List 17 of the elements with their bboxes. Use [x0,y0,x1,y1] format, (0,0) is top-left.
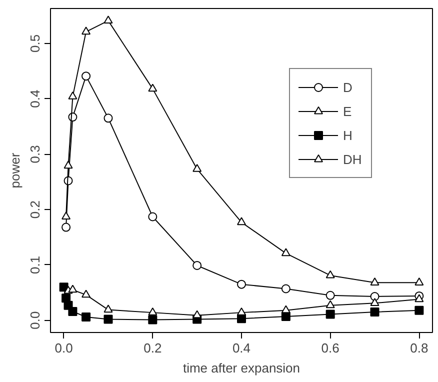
y-axis-title: power [8,152,22,188]
y-tick-label: 0.4 [28,90,42,108]
legend-label: E [343,104,353,118]
y-tick-label: 0.5 [28,34,42,52]
legend-label: DH [343,152,363,166]
x-tick-label: 0.4 [232,340,251,356]
y-tick-label: 0.3 [28,145,42,164]
y-tick-label: 0.0 [28,311,42,330]
x-tick-label: 0.8 [410,340,428,356]
x-tick-label: 0.6 [321,340,340,356]
x-tick-label: 0.2 [144,340,162,356]
x-axis-title: time after expansion [182,360,300,376]
legend-label: H [343,128,354,142]
y-tick-label: 0.1 [28,256,42,274]
legend-label: D [343,80,354,94]
y-tick-label: 0.2 [28,200,42,219]
x-tick-label: 0.0 [54,340,73,356]
